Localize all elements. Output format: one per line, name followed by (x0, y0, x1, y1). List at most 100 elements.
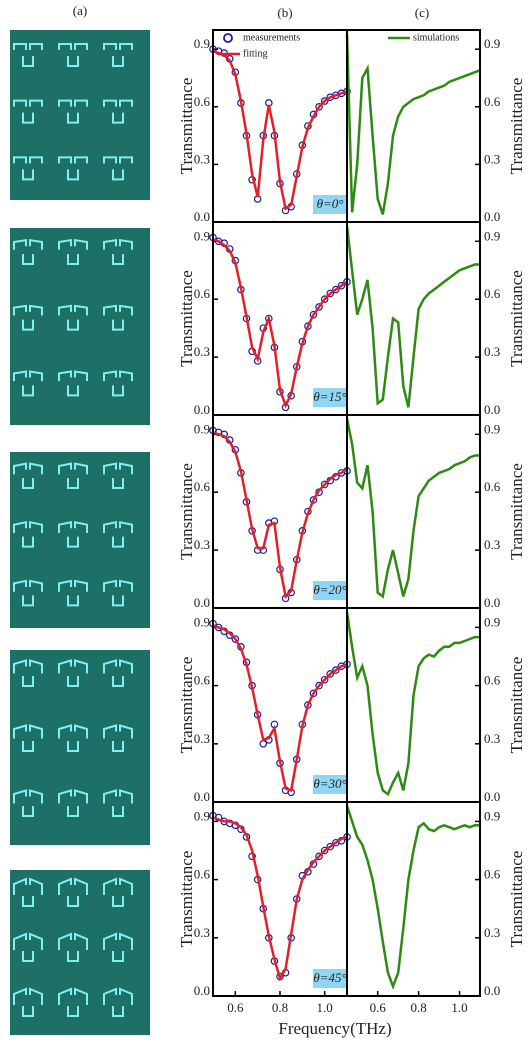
resonator (103, 43, 133, 67)
resonator (103, 659, 133, 687)
annotation: θ=45° (313, 970, 346, 985)
y-axis-label: Transmittance (177, 657, 196, 754)
y-axis-label: Transmittance (507, 463, 526, 560)
y-tick-label: 0.3 (484, 731, 500, 746)
measurement-point (309, 310, 318, 319)
measurement-point (320, 295, 329, 304)
panel-label: (b) (277, 5, 292, 20)
y-axis-label: Transmittance (177, 463, 196, 560)
y-tick-label: 0.9 (484, 421, 500, 436)
annotation: θ=30° (313, 776, 346, 791)
micrograph (10, 30, 150, 200)
axes-frame (212, 414, 348, 609)
y-tick-label: 0.0 (194, 983, 210, 998)
resonator (58, 370, 88, 397)
resonator (58, 932, 88, 962)
resonator (103, 370, 133, 397)
resonator (58, 877, 88, 907)
y-tick-label: 0.3 (194, 537, 210, 552)
resonator (103, 239, 133, 265)
y-tick-label: 0.3 (484, 537, 500, 552)
series-line (212, 624, 348, 793)
y-tick-label: 0.0 (194, 789, 210, 804)
axes-frame (346, 801, 481, 997)
annotation-box (313, 195, 347, 214)
annotation-box (313, 969, 347, 988)
series-line (212, 431, 348, 599)
x-tick-label: 1.0 (451, 1000, 467, 1015)
y-axis-label: Transmittance (507, 851, 526, 948)
resonator (103, 579, 133, 607)
measurement-point (320, 480, 329, 489)
resonator (13, 43, 43, 67)
y-tick-label: 0.9 (484, 228, 500, 243)
y-tick-label: 0.3 (484, 344, 500, 359)
micrograph (10, 870, 150, 1035)
y-tick-label: 0.9 (484, 614, 500, 629)
resonator (103, 877, 133, 907)
y-tick-label: 0.9 (194, 614, 210, 629)
series-line (345, 418, 480, 599)
resonator (13, 579, 43, 607)
y-tick-label: 0.3 (194, 344, 210, 359)
measurement-point (332, 285, 340, 294)
y-tick-label: 0.6 (194, 867, 211, 882)
y-tick-label: 0.9 (194, 808, 210, 823)
resonator (58, 789, 88, 817)
measurement-point (315, 681, 323, 690)
y-tick-label: 0.3 (484, 925, 500, 940)
y-tick-label: 0.0 (484, 983, 500, 998)
resonator (103, 521, 133, 548)
micrograph (10, 452, 150, 628)
resonator (13, 156, 43, 181)
legend-marker (223, 33, 233, 43)
measurement-point (309, 689, 318, 698)
measurement-point (326, 670, 335, 678)
y-axis-label: Transmittance (507, 78, 526, 175)
y-tick-label: 0.0 (484, 789, 500, 804)
series-line (212, 816, 348, 982)
x-tick-label: 1.0 (317, 1000, 333, 1015)
resonator (103, 987, 133, 1017)
y-axis-label: Transmittance (177, 851, 196, 948)
resonator (13, 304, 43, 331)
resonator (58, 724, 88, 752)
y-tick-label: 0.6 (484, 867, 501, 882)
measurement-point (332, 666, 340, 674)
measurement-point (337, 281, 346, 290)
resonator (58, 239, 88, 265)
panel-label: (a) (73, 3, 87, 18)
series-line (345, 805, 480, 990)
x-tick-label: 0.6 (227, 1000, 244, 1015)
resonator (58, 987, 88, 1017)
axes-frame (212, 801, 348, 997)
series-line (212, 238, 348, 409)
y-tick-label: 0.6 (194, 286, 211, 301)
x-tick-label: 0.8 (410, 1000, 426, 1015)
series-line (345, 33, 481, 215)
y-tick-label: 0.6 (194, 479, 211, 494)
x-axis-label: Frequency(THz) (278, 1019, 391, 1038)
measurement-point (231, 635, 240, 643)
y-tick-label: 0.9 (484, 36, 500, 51)
resonator (58, 462, 88, 489)
resonator (13, 659, 43, 687)
resonator (103, 99, 133, 124)
axes-frame (346, 29, 481, 223)
resonator (58, 579, 88, 607)
y-tick-label: 0.0 (484, 209, 500, 224)
x-tick-label: 0.8 (272, 1000, 288, 1015)
resonator (103, 304, 133, 331)
y-tick-label: 0.0 (194, 595, 210, 610)
resonator (13, 462, 43, 489)
y-axis-label: Transmittance (177, 270, 196, 367)
resonator (13, 877, 43, 907)
measurement-point (320, 846, 329, 855)
resonator (58, 659, 88, 687)
x-tick-label: 0.6 (370, 1000, 387, 1015)
panel-label: (c) (415, 5, 429, 20)
y-tick-label: 0.9 (194, 421, 210, 436)
annotation-box (313, 388, 347, 407)
resonator (103, 789, 133, 817)
y-axis-label: Transmittance (507, 657, 526, 754)
